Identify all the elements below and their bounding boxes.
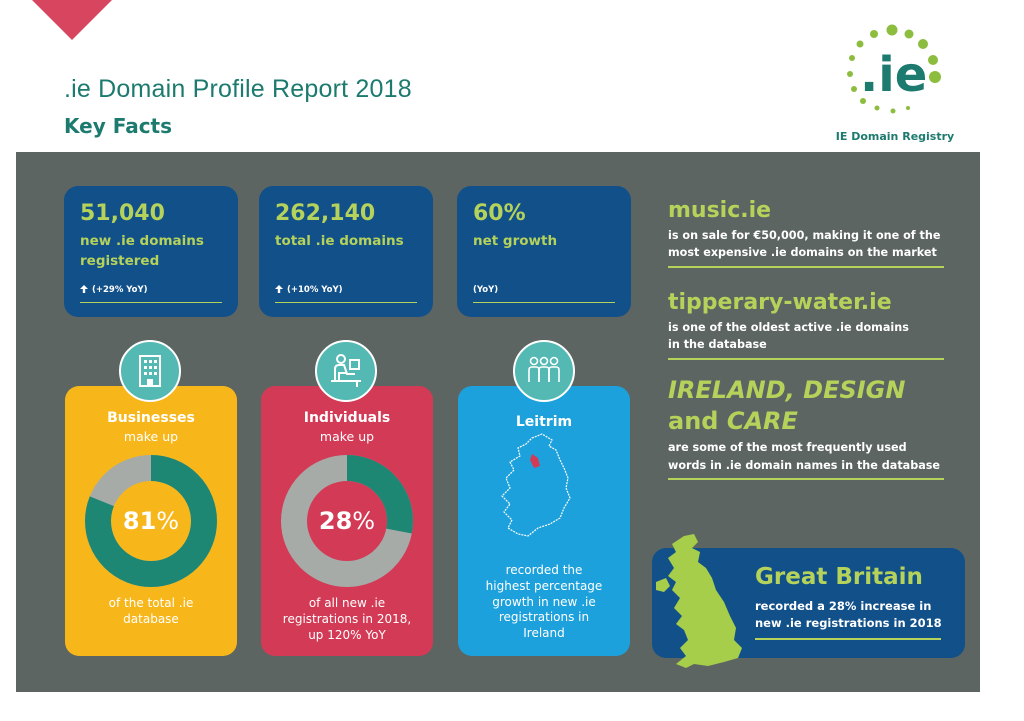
donut-chart [281,455,413,587]
fact-line: most expensive .ie domains on the market [668,246,937,260]
stat-footnote-text: (YoY) [473,285,499,295]
fact-words-line1: IRELAND, DESIGN [668,376,906,404]
fact-words: IRELAND, DESIGN and CARE are some of the… [668,374,948,480]
divider [755,638,941,640]
ie-logo: .ie [847,24,941,114]
footnote-line: registrations in 2018, [282,612,412,627]
footnote-line: of the total .ie [108,596,194,610]
businesses-percentage: 81% [83,453,219,589]
individuals-card: Individuals make up 28% of all new .ie r… [261,386,433,656]
stat-label: new .ie domains registered [80,232,222,271]
footnote-line: registrations in [498,610,590,625]
fact-words-care: CARE [726,406,798,435]
fact-line: in the database [668,338,767,352]
businesses-title: Businesses [107,410,195,426]
stat-number: 60% [473,201,526,226]
fact-music: music.ie is on sale for €50,000, making … [668,198,948,268]
fact-line: are some of the most frequently used [668,441,907,455]
fact-tipperary-title: tipperary-water.ie [668,290,892,315]
logo-caption: IE Domain Registry [835,130,955,143]
divider [668,265,944,268]
stat-footnote: (YoY) [473,285,615,303]
people-group-icon [513,340,575,402]
individuals-sub: make up [319,429,375,444]
percentage-value: 28 [318,507,353,535]
fact-words-and: and [668,406,719,435]
individuals-title: Individuals [303,410,391,426]
individuals-donut: 28% [279,453,415,589]
footnote-line: recorded the [505,563,583,577]
businesses-donut: 81% [83,453,219,589]
fact-music-text: is on sale for €50,000, making it one of… [668,227,948,262]
donut-chart [85,455,217,587]
up-arrow-icon [80,285,88,293]
stat-label: net growth [473,233,558,250]
page-subtitle: Key Facts [64,114,173,138]
stat-footnote-text: (+10% YoY) [287,285,343,295]
fact-music-title: music.ie [668,198,772,223]
fact-tipperary: tipperary-water.ie is one of the oldest … [668,290,948,360]
logo-dots-icon [847,24,941,114]
stat-footnote: (+29% YoY) [80,285,222,303]
businesses-footnote: of the total .ie database [65,595,237,627]
logo-mark: .ie [860,47,927,103]
up-arrow-icon [275,285,283,293]
great-britain-title: Great Britain [755,564,923,590]
stat-footnote-text: (+29% YoY) [92,285,148,295]
leitrim-card: Leitrim recorded the highest percentage … [458,386,630,656]
building-icon [119,340,181,402]
donut-share [85,455,217,587]
individuals-footnote: of all new .ie registrations in 2018, up… [261,595,433,644]
businesses-card: Businesses make up 81% of the total .ie … [65,386,237,656]
stat-card-net-growth: 60% net growth (YoY) [457,186,631,317]
stat-footnote: (+10% YoY) [275,285,417,303]
stat-number: 51,040 [80,201,165,226]
leitrim-footnote: recorded the highest percentage growth i… [458,563,630,642]
gb-line: new .ie registrations in 2018 [755,616,942,631]
fact-line: is one of the oldest active .ie domains [668,321,909,334]
stat-label-line: registered [80,252,160,269]
footnote-line: up 120% YoY [308,628,386,643]
individuals-percentage: 28% [279,453,415,589]
fact-words-text: are some of the most frequently used wor… [668,439,948,474]
divider [668,357,944,360]
footnote-line: growth in new .ie [492,594,596,609]
leitrim-title: Leitrim [515,414,573,430]
stat-number: 262,140 [275,201,376,226]
percentage-unit: % [156,507,180,535]
fact-tipperary-text: is one of the oldest active .ie domains … [668,319,948,354]
footnote-line: Ireland [523,626,565,641]
page-title: .ie Domain Profile Report 2018 [64,75,412,103]
donut-share [281,455,413,587]
businesses-sub: make up [123,429,179,444]
percentage-value: 81 [122,507,157,535]
footnote-line: highest percentage [485,578,603,593]
corner-triangle [32,0,112,40]
stat-card-total-domains: 262,140 total .ie domains (+10% YoY) [259,186,433,317]
footnote-line: of all new .ie [308,596,386,610]
gb-line: recorded a 28% increase in [755,599,932,613]
person-at-desk-icon [315,340,377,402]
fact-line: words in .ie domain names in the databas… [668,458,941,472]
percentage-unit: % [352,507,376,535]
stat-card-new-domains: 51,040 new .ie domains registered (+29% … [64,186,238,317]
footnote-line: database [123,612,179,627]
great-britain-text: recorded a 28% increase in new .ie regis… [755,598,942,633]
ireland-map-icon [501,433,571,537]
stat-label: total .ie domains [275,233,404,250]
fact-line: is on sale for €50,000, making it one of… [668,229,941,242]
stat-label-line: new .ie domains [80,233,204,250]
great-britain-map-icon [656,534,742,668]
fact-words-line2: and CARE [668,406,948,436]
divider [668,477,944,480]
